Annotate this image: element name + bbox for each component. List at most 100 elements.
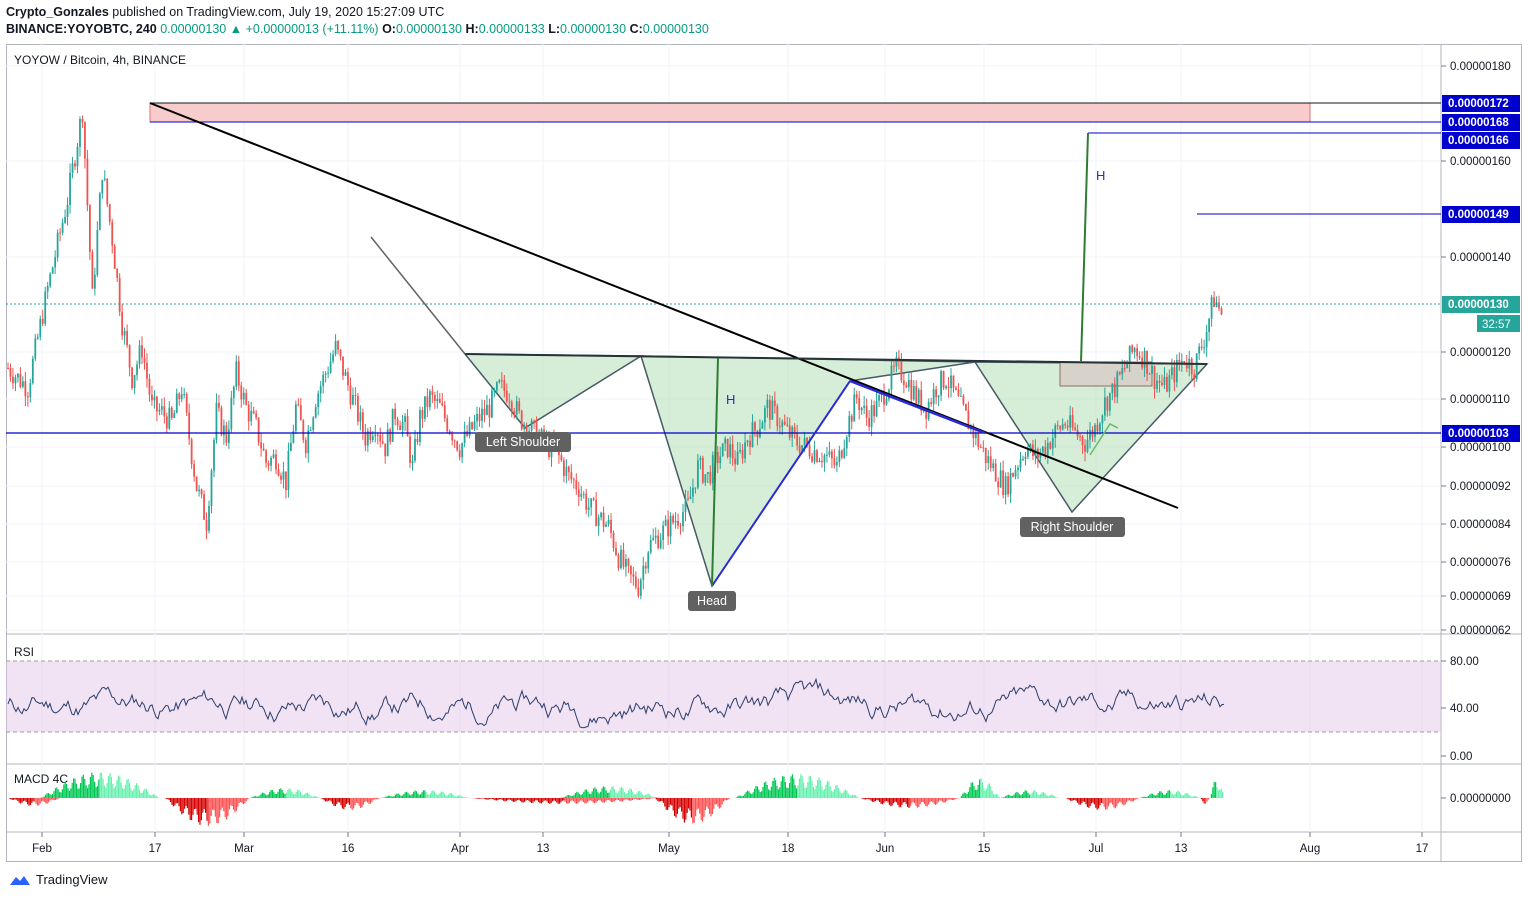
candle-body xyxy=(890,365,893,390)
candle-body xyxy=(12,376,14,384)
candle-body xyxy=(950,375,952,389)
macd-axis[interactable]: 0.00000000 xyxy=(1441,793,1511,805)
candle-body xyxy=(878,395,880,401)
candle-body xyxy=(587,507,590,510)
price-axis[interactable]: 0.00000180 0.00000160 0.00000140 0.00000120… xyxy=(1441,61,1511,637)
descending-trendline[interactable] xyxy=(149,102,1179,509)
candle-body xyxy=(580,494,583,497)
candle-body xyxy=(622,549,625,567)
candle-body xyxy=(93,274,96,289)
candle-body xyxy=(597,517,600,527)
candle-body xyxy=(637,587,640,596)
tradingview-brand[interactable]: TradingView xyxy=(8,872,108,887)
candle-body xyxy=(237,361,240,386)
price-label-text: 0.00000172 xyxy=(1448,98,1509,110)
candle-body xyxy=(1007,476,1009,495)
target-box[interactable] xyxy=(1059,361,1153,387)
candle-body xyxy=(84,122,86,159)
author-name[interactable]: Crypto_Gonzales xyxy=(6,5,109,19)
head-blue-leg[interactable] xyxy=(711,380,851,587)
right-shoulder-label[interactable]: Right Shoulder xyxy=(1020,517,1125,537)
candle-body xyxy=(282,471,285,480)
candle-body xyxy=(498,380,501,383)
candle-body xyxy=(756,430,759,438)
price-label-box xyxy=(1442,114,1520,131)
head-text: Head xyxy=(697,594,727,608)
candle-body xyxy=(620,549,622,568)
left-arm-line[interactable] xyxy=(370,236,466,355)
candle-body xyxy=(893,365,895,367)
candle-body xyxy=(778,426,781,428)
candle-body xyxy=(1213,297,1215,307)
candle-body xyxy=(116,268,119,278)
candle-body xyxy=(185,394,188,413)
candle-body xyxy=(272,454,275,458)
candle-body xyxy=(997,481,1000,488)
candle-body xyxy=(932,389,935,404)
candle-body xyxy=(796,433,799,446)
left-shoulder-label[interactable]: Left Shoulder xyxy=(475,432,571,452)
time-axis[interactable]: Feb 17 Mar 16 Apr 13 May 18 Jun 15 Jul 13 Aug 17 xyxy=(32,832,1428,855)
candle-body xyxy=(763,408,766,423)
candle-body xyxy=(754,422,756,431)
candle-body xyxy=(101,179,104,194)
candle-body xyxy=(533,420,536,422)
harmonic-label-h: H xyxy=(1096,168,1105,183)
candle-body xyxy=(773,400,776,407)
candle-body xyxy=(411,460,414,463)
candle-body xyxy=(508,401,511,403)
bounce-arrow[interactable] xyxy=(1089,423,1119,456)
head-measure-line[interactable] xyxy=(711,357,719,587)
harmonic-label-h: H xyxy=(726,392,735,407)
candle-body xyxy=(369,431,372,440)
price-tick-label: 0.00000110 xyxy=(1450,394,1510,406)
supply-zone[interactable] xyxy=(149,102,1311,123)
candle-body xyxy=(734,458,737,465)
candle-body xyxy=(1089,429,1091,440)
rsi-tick-label: 80.00 xyxy=(1450,656,1479,668)
price-label-box xyxy=(1442,425,1520,442)
candle-body xyxy=(1054,425,1057,438)
candle-body xyxy=(314,407,317,418)
candle-body xyxy=(227,429,230,443)
candle-body xyxy=(679,525,682,527)
candle-body xyxy=(399,425,401,430)
candle-body xyxy=(967,410,970,430)
blue-retrace-line[interactable] xyxy=(849,379,986,435)
price-tick-label: 0.00000120 xyxy=(1450,347,1511,359)
candle-body xyxy=(299,405,302,421)
candle-body xyxy=(696,460,699,488)
candle-body xyxy=(625,559,627,567)
candle-body xyxy=(488,404,491,418)
head-zone[interactable] xyxy=(639,355,976,588)
candle-body xyxy=(210,470,213,506)
neckline[interactable] xyxy=(464,353,1208,365)
candle-body xyxy=(160,406,163,410)
candle-body xyxy=(863,405,866,408)
candle-body xyxy=(245,392,248,405)
candle-body xyxy=(513,411,516,415)
candle-body xyxy=(235,361,238,387)
projection-line[interactable] xyxy=(1080,132,1089,363)
candle-body xyxy=(44,291,47,324)
candle-body xyxy=(749,440,751,447)
symbol-label[interactable]: BINANCE:YOYOBTC, 240 xyxy=(6,22,157,36)
rsi-axis[interactable]: 80.00 40.00 0.00 xyxy=(1441,656,1479,763)
candle-body xyxy=(1046,442,1049,456)
price-tick-label: 0.00000100 xyxy=(1450,442,1511,454)
candle-body xyxy=(46,285,49,292)
candle-body xyxy=(677,520,679,526)
candle-body xyxy=(1166,376,1168,392)
candle-body xyxy=(1138,356,1141,358)
high-key: H: xyxy=(465,22,479,36)
candle-body xyxy=(121,311,124,336)
candle-body xyxy=(1009,473,1012,495)
candle-body xyxy=(366,431,369,446)
main-pane-title: YOYOW / Bitcoin, 4h, BINANCE xyxy=(14,53,186,67)
candle-body xyxy=(1017,467,1019,471)
candle-body xyxy=(786,424,789,426)
head-label[interactable]: Head xyxy=(688,591,736,611)
candle-body xyxy=(595,499,598,527)
candle-body xyxy=(128,345,131,368)
